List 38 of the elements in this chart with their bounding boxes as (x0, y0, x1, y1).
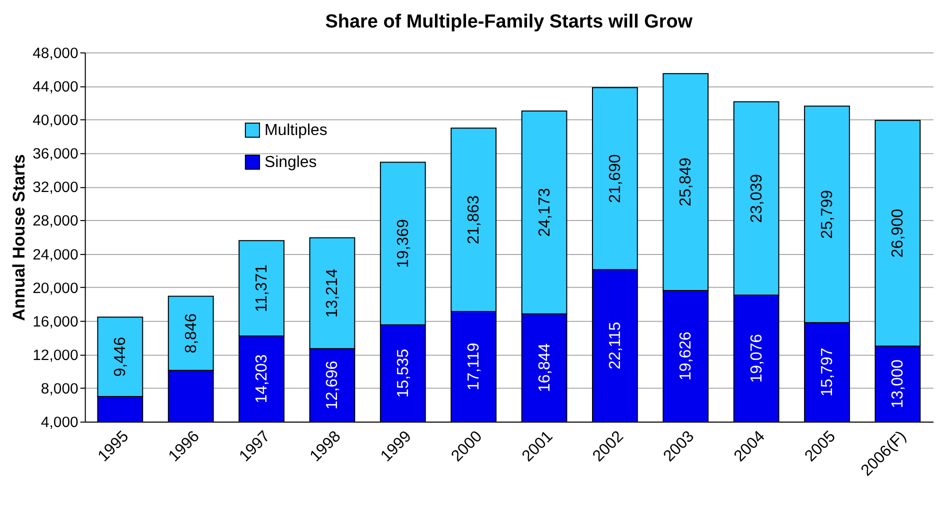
chart-title: Share of Multiple-Family Starts will Grow (325, 11, 693, 32)
data-label: 25,799 (818, 190, 836, 239)
data-label: 17,119 (466, 342, 483, 390)
data-label: 21,690 (606, 154, 624, 204)
y-tick-label: 20,000 (32, 280, 78, 297)
data-label: 19,369 (394, 219, 412, 268)
data-label: 13,214 (324, 268, 342, 318)
data-label: 13,000 (890, 359, 907, 408)
y-tick-label: 24,000 (32, 246, 78, 264)
data-label: 19,076 (748, 334, 766, 383)
legend-label: Multiples (264, 122, 328, 140)
y-tick-label: 32,000 (32, 179, 78, 196)
data-label: 8,846 (182, 313, 200, 354)
y-tick-label: 48,000 (32, 44, 78, 62)
data-label: 11,371 (254, 264, 271, 312)
data-label: 23,039 (748, 174, 766, 223)
data-label: 9,446 (112, 336, 130, 377)
data-label: 12,696 (324, 360, 342, 410)
y-tick-label: 16,000 (32, 313, 78, 330)
data-label: 15,797 (818, 348, 836, 397)
data-label: 26,900 (890, 208, 907, 258)
data-label: 19,626 (678, 332, 695, 380)
data-label: 21,863 (466, 195, 483, 244)
data-label: 15,535 (394, 348, 412, 398)
data-label: 25,849 (678, 158, 695, 206)
y-tick-label: 12,000 (32, 346, 78, 364)
data-label: 22,115 (606, 322, 624, 370)
legend-label: Singles (264, 154, 317, 172)
y-axis-title: Annual House Starts (10, 154, 29, 321)
y-tick-label: 36,000 (32, 146, 78, 163)
y-tick-label: 4,000 (40, 414, 78, 432)
data-label: 16,844 (536, 343, 554, 392)
data-label: 24,173 (536, 188, 554, 237)
data-label: 14,203 (254, 354, 271, 404)
y-tick-label: 8,000 (40, 380, 78, 398)
y-tick-label: 44,000 (32, 78, 78, 96)
y-tick-label: 28,000 (32, 212, 78, 230)
y-tick-label: 40,000 (32, 112, 78, 130)
